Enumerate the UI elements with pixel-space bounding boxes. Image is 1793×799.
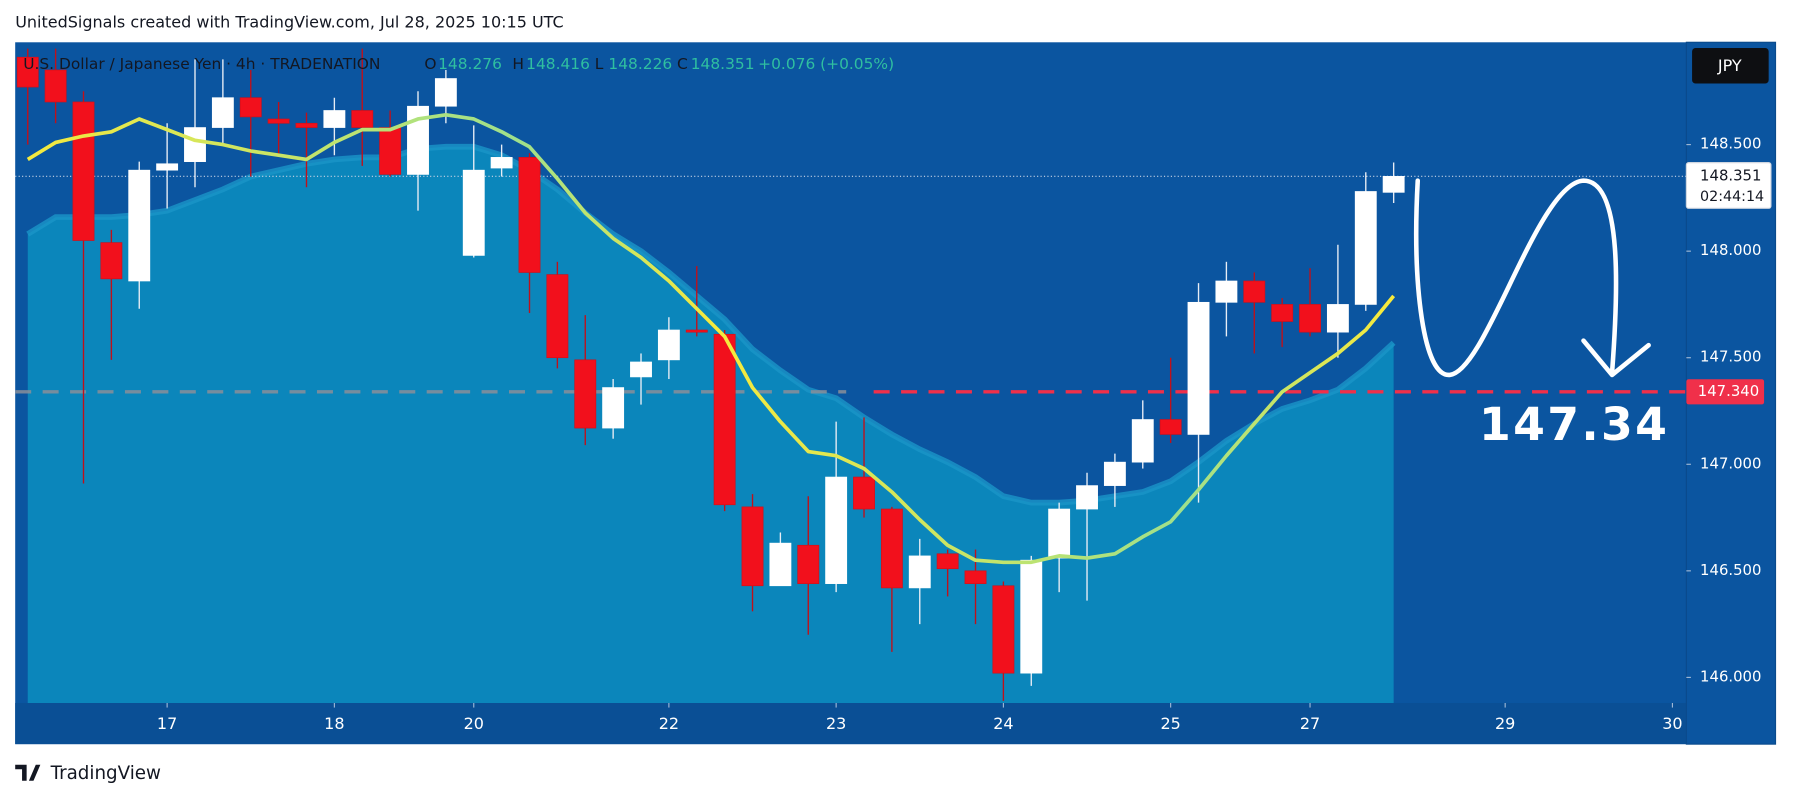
candle-body bbox=[992, 585, 1015, 674]
candle-body bbox=[156, 163, 179, 171]
candle-body bbox=[630, 361, 652, 378]
time-axis bbox=[15, 702, 1687, 745]
candle-body bbox=[72, 101, 95, 241]
candle-body bbox=[239, 97, 262, 118]
x-tick-label: 27 bbox=[1300, 714, 1320, 733]
y-tick-label: 148.500 bbox=[1700, 135, 1761, 153]
y-tick-label: 146.500 bbox=[1700, 561, 1761, 579]
candle-body bbox=[1048, 508, 1071, 559]
y-tick-label: 146.000 bbox=[1700, 667, 1761, 685]
ma-area-edge bbox=[26, 143, 1396, 506]
candle-body bbox=[379, 127, 402, 175]
ohlc-value: 148.351 bbox=[691, 55, 755, 73]
candle-body bbox=[713, 333, 736, 506]
footer-logo: TradingView bbox=[15, 763, 161, 784]
candle-body bbox=[44, 69, 67, 103]
candle-body bbox=[1326, 304, 1349, 333]
candle-body bbox=[825, 476, 848, 584]
y-tick-label: 147.500 bbox=[1700, 348, 1761, 366]
attribution: UnitedSignals created with TradingView.c… bbox=[15, 12, 563, 31]
drawn-arrow bbox=[1414, 178, 1651, 378]
ohlc-key: C bbox=[677, 55, 688, 73]
y-tick-label: 148.000 bbox=[1700, 241, 1761, 259]
last-price-tag bbox=[1685, 162, 1772, 209]
candle-body bbox=[574, 359, 597, 429]
ohlc-value: 148.276 bbox=[438, 55, 502, 73]
candle-body bbox=[267, 118, 290, 124]
candle-body bbox=[797, 544, 820, 584]
candle-body bbox=[1382, 176, 1405, 193]
overlay: 146.000 146.500 147.000 147.500 148.000 148.5… bbox=[23, 55, 1772, 733]
ohlc-value: 148.226 bbox=[608, 55, 672, 73]
x-tick-label: 22 bbox=[659, 714, 679, 733]
ohlc-key: O bbox=[424, 55, 436, 73]
ohlc-key: H bbox=[512, 55, 524, 73]
currency-label[interactable]: JPY bbox=[1717, 56, 1742, 75]
candle-body bbox=[184, 127, 206, 162]
candle-body bbox=[1271, 304, 1294, 322]
currency-button[interactable] bbox=[1692, 48, 1769, 84]
candle-body bbox=[351, 110, 374, 128]
candle-body bbox=[323, 110, 346, 128]
candle-body bbox=[1159, 419, 1182, 435]
x-tick-label: 30 bbox=[1662, 714, 1682, 733]
candle-body bbox=[407, 105, 429, 175]
candle-body bbox=[1187, 301, 1210, 435]
plot-area bbox=[15, 48, 1687, 703]
symbol-title: U.S. Dollar / Japanese Yen · 4h · TRADEN… bbox=[23, 55, 380, 73]
change: +0.076 (+0.05%) bbox=[758, 55, 894, 73]
candle-body bbox=[490, 157, 513, 169]
candle-body bbox=[1076, 485, 1098, 510]
symbol-header: U.S. Dollar / Japanese Yen · 4h · TRADEN… bbox=[23, 55, 894, 73]
candle-body bbox=[657, 329, 680, 361]
candle-body bbox=[211, 97, 234, 128]
candle-body bbox=[462, 169, 485, 256]
candle-body bbox=[546, 274, 569, 359]
x-tick-label: 18 bbox=[324, 714, 344, 733]
x-tick-label: 20 bbox=[464, 714, 484, 733]
candle-body bbox=[128, 169, 151, 282]
x-tick-label: 17 bbox=[157, 714, 177, 733]
last-price-label: 148.351 bbox=[1700, 166, 1761, 184]
level-tag-label: 147.340 bbox=[1698, 382, 1759, 400]
candle-body bbox=[908, 555, 931, 589]
candle-body bbox=[295, 122, 318, 128]
candle-body bbox=[964, 570, 987, 584]
ma-area bbox=[27, 146, 1394, 703]
x-tick-label: 25 bbox=[1160, 714, 1180, 733]
ohlc-value: 148.416 bbox=[526, 55, 590, 73]
candle-body bbox=[1299, 304, 1321, 333]
x-tick-label: 24 bbox=[993, 714, 1013, 733]
ohlc-key: L bbox=[595, 55, 604, 73]
level-tag bbox=[1686, 379, 1765, 405]
candle-body bbox=[1103, 461, 1126, 486]
footer-brand: TradingView bbox=[50, 763, 161, 784]
candle-body bbox=[100, 242, 123, 280]
y-tick-label: 147.000 bbox=[1700, 454, 1761, 472]
countdown: 02:44:14 bbox=[1700, 189, 1764, 205]
candle-body bbox=[1215, 280, 1238, 303]
candle-body bbox=[1243, 280, 1266, 303]
ma-line bbox=[26, 112, 1396, 565]
x-tick-label: 23 bbox=[826, 714, 846, 733]
candle-body bbox=[1020, 559, 1043, 674]
candle-body bbox=[880, 508, 903, 589]
candle-body bbox=[602, 387, 625, 429]
candle-body bbox=[434, 78, 457, 107]
level-annotation: 147.34 bbox=[1479, 398, 1669, 451]
candle-body bbox=[685, 329, 708, 333]
candle-body bbox=[853, 476, 875, 510]
candle-body bbox=[16, 56, 39, 88]
candle-body bbox=[769, 542, 792, 587]
candle-body bbox=[518, 157, 541, 273]
candle-body bbox=[936, 553, 959, 570]
candle-body bbox=[1354, 191, 1377, 305]
candle-body bbox=[1131, 419, 1154, 463]
x-tick-label: 29 bbox=[1495, 714, 1515, 733]
candle-body bbox=[741, 506, 764, 587]
